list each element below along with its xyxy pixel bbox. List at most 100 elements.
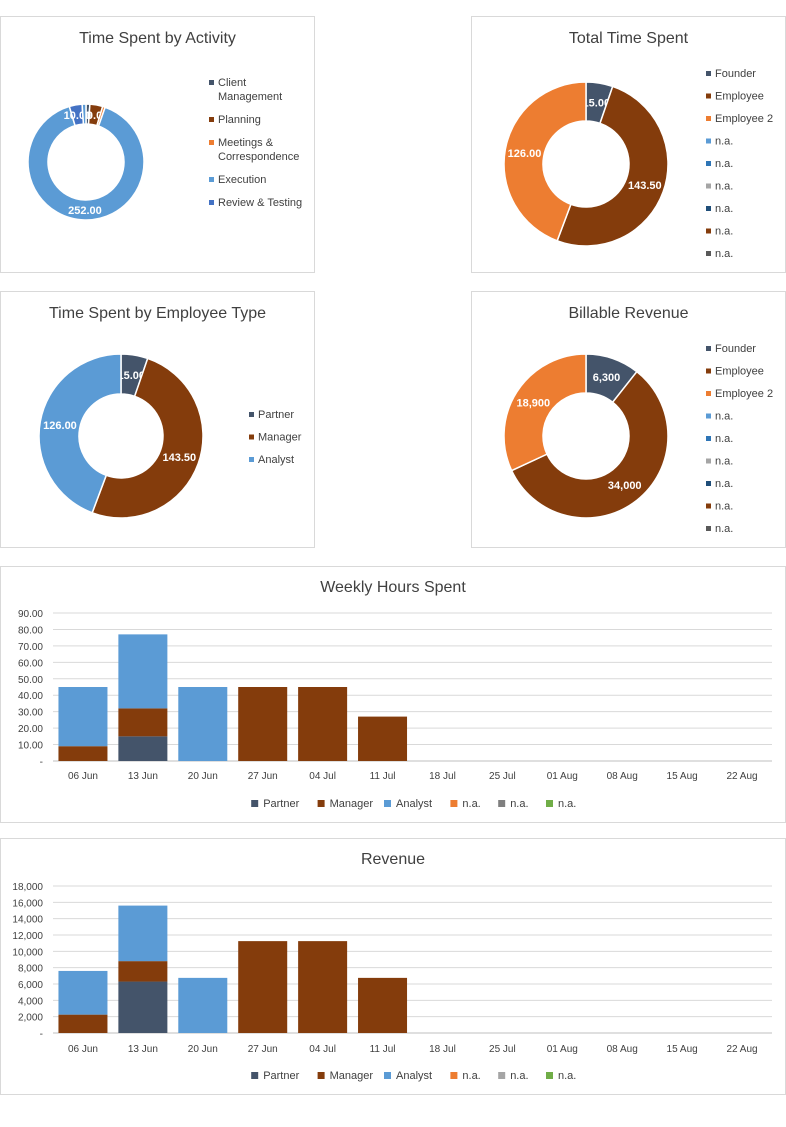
y-tick-label: 30.00	[18, 708, 43, 719]
slice-data-label: 15.00	[117, 370, 145, 382]
legend-marker	[706, 526, 711, 531]
billable-revenue-chart-panel: Billable Revenue 6,300 34,000 18,900 Founde…	[471, 291, 786, 548]
legend-marker	[249, 412, 254, 417]
bar-segment-analyst	[118, 634, 168, 709]
legend-label: n.a.	[715, 158, 733, 170]
employee-type-chart-title: Time Spent by Employee Type	[49, 305, 266, 322]
slice-data-label: 34,000	[608, 480, 642, 492]
y-tick-label: 8,000	[18, 964, 43, 975]
legend-marker	[209, 140, 214, 145]
total-time-chart-panel: Total Time Spent 15.00 143.50 126.00 Founde…	[471, 16, 786, 273]
legend-marker	[209, 177, 214, 182]
bar-segment-manager	[238, 941, 288, 1033]
legend-marker	[384, 1072, 391, 1079]
legend-marker	[450, 1072, 458, 1079]
legend-marker	[706, 138, 711, 144]
legend-label: n.a.	[715, 136, 733, 148]
legend-marker	[251, 800, 259, 807]
legend-marker	[249, 457, 254, 462]
legend-label: Client	[218, 77, 246, 89]
doughnut-slice-employee-2	[503, 353, 587, 472]
legend-label: n.a.	[715, 501, 733, 513]
legend-marker	[498, 800, 506, 807]
activity-doughnut-chart: 10.00252.0010.00ClientManagementPlanning…	[27, 77, 302, 221]
revenue-bar-chart: - 2,000 4,000 6,000 8,000 10,000 12,000 14,000 1…	[12, 882, 772, 1082]
legend-label: Manager	[330, 1070, 374, 1082]
legend-marker	[706, 206, 711, 211]
x-tick-label: 06 Jun	[68, 771, 98, 782]
legend-marker	[706, 228, 711, 234]
legend-marker	[249, 434, 254, 440]
legend-label: Review & Testing	[218, 197, 302, 209]
legend-marker	[706, 161, 711, 166]
slice-data-label: 126.00	[508, 148, 542, 160]
legend-marker	[706, 391, 711, 396]
bar-segment-manager	[358, 716, 408, 761]
x-tick-label: 13 Jun	[128, 1044, 158, 1055]
x-tick-label: 15 Aug	[667, 771, 698, 782]
bar-segment-analyst	[58, 970, 108, 1015]
legend-label: n.a.	[510, 1070, 528, 1082]
y-tick-label: 50.00	[18, 675, 43, 686]
legend-label: n.a.	[715, 203, 733, 215]
legend-marker	[706, 183, 711, 189]
total-time-chart-title: Total Time Spent	[568, 30, 689, 47]
legend-marker	[706, 251, 711, 256]
slice-data-label: 15.00	[583, 97, 611, 109]
x-tick-label: 20 Jun	[188, 1044, 218, 1055]
y-tick-label: 2,000	[18, 1013, 43, 1024]
y-tick-label: 40.00	[18, 691, 43, 702]
legend-marker	[498, 1072, 506, 1079]
y-tick-label: 80.00	[18, 625, 43, 636]
legend-label: n.a.	[715, 181, 733, 193]
legend-label: Meetings &	[218, 137, 274, 149]
bar-segment-manager	[358, 977, 408, 1033]
legend-label: Employee	[715, 91, 764, 103]
x-tick-label: 01 Aug	[547, 771, 578, 782]
legend-label: Founder	[715, 68, 756, 80]
legend-label: Correspondence	[218, 151, 299, 163]
slice-data-label: 6,300	[593, 372, 621, 384]
weekly-hours-bar-chart: - 10.00 20.00 30.00 40.00 50.00 60.00 70.00 80.0…	[18, 609, 772, 810]
legend-marker	[706, 413, 711, 419]
bar-segment-analyst	[178, 977, 228, 1033]
legend-label: Employee 2	[715, 113, 773, 125]
x-tick-label: 11 Jul	[370, 1044, 396, 1055]
legend-marker	[706, 116, 711, 121]
weekly-hours-chart-title: Weekly Hours Spent	[320, 579, 466, 596]
x-tick-label: 20 Jun	[188, 771, 218, 782]
slice-data-label: 252.00	[68, 205, 102, 217]
x-tick-label: 27 Jun	[248, 1044, 278, 1055]
activity-chart-panel: Time Spent by Activity 10.00 252.00 10.00 C…	[0, 16, 315, 273]
x-tick-label: 15 Aug	[667, 1044, 698, 1055]
legend-label: Partner	[258, 409, 294, 421]
y-tick-label: 70.00	[18, 642, 43, 653]
bar-segment-analyst	[178, 687, 228, 761]
legend-marker	[706, 346, 711, 351]
y-tick-label: 6,000	[18, 980, 43, 991]
legend-label: n.a.	[715, 226, 733, 238]
doughnut-slice-manager	[91, 357, 204, 519]
doughnut-slice-analyst	[38, 353, 122, 514]
legend-marker	[317, 1072, 325, 1079]
y-tick-label: 10,000	[12, 947, 43, 958]
legend-marker	[317, 800, 325, 807]
total-time-doughnut-chart: 15.00 143.50 126.00 Founder Employee Employee…	[503, 68, 773, 260]
x-tick-label: 11 Jul	[370, 771, 396, 782]
slice-data-label: 18,900	[516, 397, 550, 409]
bar-segment-manager	[238, 687, 288, 761]
legend-marker	[450, 800, 458, 807]
x-tick-label: 04 Jul	[309, 771, 336, 782]
slice-data-label: 143.50	[628, 180, 662, 192]
legend-label: Employee 2	[715, 388, 773, 400]
bar-segment-manager	[58, 746, 108, 761]
legend-label: n.a.	[715, 248, 733, 260]
x-tick-label: 25 Jul	[489, 1044, 516, 1055]
bar-segment-manager	[118, 708, 168, 737]
legend-label: n.a.	[715, 411, 733, 423]
legend-marker	[546, 800, 553, 807]
slice-data-label: 143.50	[163, 452, 197, 464]
bar-segment-partner	[118, 736, 168, 761]
doughnut-slice-execution	[27, 105, 145, 221]
x-tick-label: 08 Aug	[607, 771, 638, 782]
